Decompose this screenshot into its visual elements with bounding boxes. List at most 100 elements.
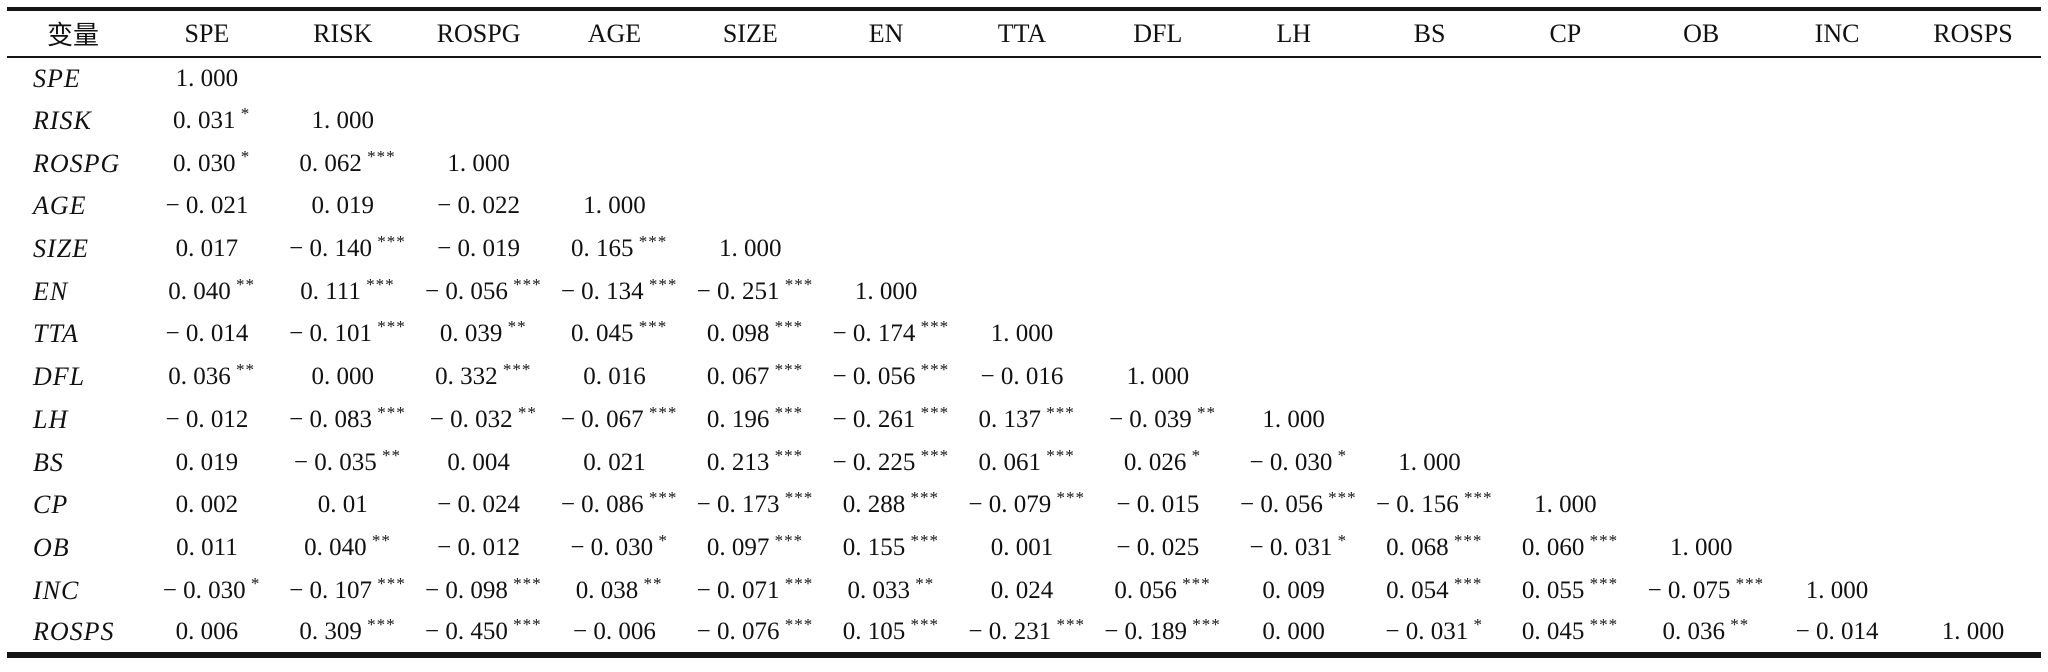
correlation-cell: 0. 019 [275, 185, 411, 228]
row-label: BS [33, 447, 64, 477]
correlation-cell: − 0. 450 *** [411, 612, 547, 655]
correlation-cell: 1. 000 [1905, 612, 2041, 655]
correlation-value: 0. 026 [1123, 448, 1187, 476]
correlation-value: − 0. 025 [1116, 533, 1200, 561]
correlation-cell [1633, 57, 1769, 100]
correlation-value: 1. 000 [1262, 405, 1325, 433]
significance-stars: *** [1051, 488, 1085, 508]
correlation-cell: − 0. 030 * [139, 569, 275, 612]
correlation-cell [1090, 100, 1226, 143]
row-label: OB [33, 532, 70, 562]
correlation-cell: − 0. 251 *** [682, 270, 818, 313]
correlation-cell: − 0. 189 *** [1090, 612, 1226, 655]
correlation-cell: − 0. 015 [1090, 484, 1226, 527]
correlation-cell: − 0. 140 *** [275, 228, 411, 271]
correlation-cell: − 0. 031 * [1226, 527, 1362, 570]
table-row-tta: TTA − 0. 014− 0. 101 *** 0. 039 ** 0. 045 *… [7, 313, 2041, 356]
correlation-cell [1497, 142, 1633, 185]
correlation-value: − 0. 071 [696, 576, 780, 604]
correlation-value: 0. 016 [583, 363, 646, 391]
correlation-cell: − 0. 056 *** [1226, 484, 1362, 527]
correlation-value: − 0. 031 [1385, 617, 1469, 645]
significance-stars: ** [230, 360, 255, 380]
correlation-value: − 0. 030 [162, 576, 246, 604]
row-label: AGE [33, 191, 87, 221]
correlation-cell [1226, 57, 1362, 100]
correlation-cell: − 0. 231 *** [954, 612, 1090, 655]
correlation-value: − 0. 134 [560, 277, 644, 305]
correlation-cell [1769, 399, 1905, 442]
correlation-cell: 0. 061 *** [954, 441, 1090, 484]
significance-stars: ** [1725, 614, 1750, 634]
significance-stars: *** [1041, 402, 1075, 422]
correlation-cell [1769, 142, 1905, 185]
correlation-value: − 0. 079 [968, 491, 1052, 519]
significance-stars: *** [779, 488, 814, 508]
significance-stars: *** [779, 614, 814, 634]
correlation-cell: 0. 309 *** [275, 612, 411, 655]
correlation-cell: − 0. 225 *** [818, 441, 954, 484]
correlation-value: 1. 000 [1126, 363, 1190, 391]
correlation-cell: 1. 000 [818, 270, 954, 313]
correlation-value: 1. 000 [447, 149, 510, 177]
correlation-value: 0. 068 [1386, 533, 1449, 561]
correlation-value: − 0. 030 [1249, 448, 1333, 476]
correlation-cell [411, 57, 547, 100]
correlation-value: − 0. 225 [832, 448, 916, 476]
correlation-cell: 1. 000 [954, 313, 1090, 356]
correlation-cell: 1. 000 [1769, 569, 1905, 612]
table-row-bs: BS 0. 019− 0. 035 ** 0. 004 0. 021 0. 213 **… [7, 441, 2041, 484]
correlation-cell [1090, 57, 1226, 100]
correlation-value: 0. 056 [1114, 576, 1177, 604]
correlation-cell [1905, 356, 2041, 399]
correlation-cell [1905, 527, 2041, 570]
correlation-cell [682, 185, 818, 228]
correlation-cell: 0. 054 *** [1362, 569, 1498, 612]
correlation-value: 1. 000 [854, 277, 918, 305]
correlation-cell [1633, 484, 1769, 527]
significance-stars: *** [1458, 488, 1493, 508]
significance-stars: *** [1041, 445, 1075, 465]
significance-stars: *** [905, 614, 939, 634]
correlation-value: − 0. 019 [437, 235, 521, 263]
correlation-cell [1769, 313, 1905, 356]
correlation-cell [1362, 228, 1498, 271]
correlation-value: 0. 045 [571, 320, 634, 348]
correlation-value: 0. 060 [1521, 533, 1585, 561]
significance-stars: ** [512, 402, 537, 422]
correlation-value: 0. 288 [842, 491, 906, 519]
table-row-dfl: DFL 0. 036 ** 0. 000 0. 332 *** 0. 016 0. 067… [7, 356, 2041, 399]
correlation-cell [1226, 313, 1362, 356]
correlation-value: 0. 030 [172, 149, 236, 177]
correlation-value: 0. 062 [299, 149, 362, 177]
correlation-value: 1. 000 [583, 192, 646, 220]
correlation-value: − 0. 086 [560, 491, 644, 519]
significance-stars: *** [769, 445, 804, 465]
correlation-value: − 0. 156 [1375, 491, 1459, 519]
significance-stars: *** [371, 232, 406, 252]
table-row-cp: CP 0. 002 0. 01− 0. 024− 0. 086 *** − 0. 17… [7, 484, 2041, 527]
correlation-value: 0. 036 [1662, 617, 1726, 645]
correlation-cell: 0. 000 [1226, 612, 1362, 655]
correlation-value: − 0. 261 [832, 405, 916, 433]
significance-stars: *** [915, 360, 950, 380]
table-row-risk: RISK 0. 031 * 1. 000 [7, 100, 2041, 143]
correlation-cell [818, 142, 954, 185]
significance-stars: *** [371, 402, 406, 422]
table-row-rospg: ROSPG 0. 030 * 0. 062 *** 1. 000 [7, 142, 2041, 185]
correlation-cell: − 0. 079 *** [954, 484, 1090, 527]
correlation-value: 0. 040 [168, 277, 231, 305]
correlation-cell: 0. 067 *** [682, 356, 818, 399]
correlation-cell: 0. 030 * [139, 142, 275, 185]
correlation-value: 1. 000 [1398, 448, 1461, 476]
correlation-cell: 1. 000 [1497, 484, 1633, 527]
column-header-lh: LH [1225, 9, 1362, 58]
correlation-cell: 0. 062 *** [275, 142, 411, 185]
significance-stars: * [1186, 445, 1202, 465]
correlation-value: 0. 033 [847, 576, 910, 604]
significance-stars: *** [507, 274, 542, 294]
correlation-cell: − 0. 174 *** [818, 313, 954, 356]
significance-stars: *** [1051, 614, 1085, 634]
correlation-cell: 0. 068 *** [1362, 527, 1498, 570]
correlation-value: − 0. 012 [437, 533, 521, 561]
